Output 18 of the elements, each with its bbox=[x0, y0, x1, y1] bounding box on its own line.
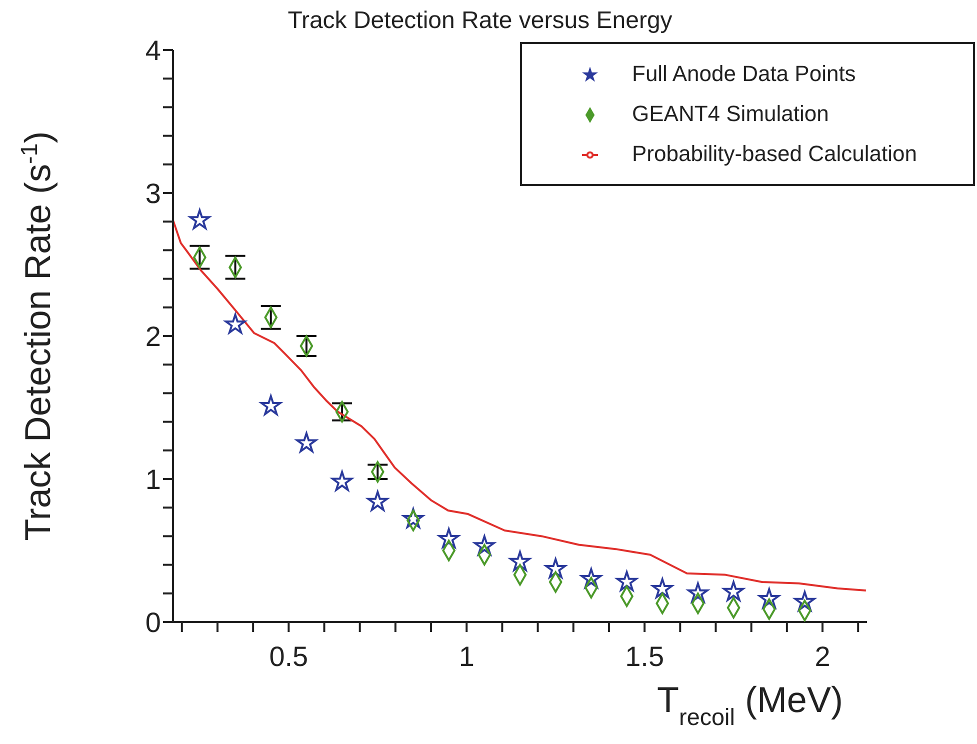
y-tick-label: 0 bbox=[145, 606, 161, 638]
point bbox=[189, 209, 210, 230]
y-tick-label: 3 bbox=[145, 178, 161, 209]
x-tick-label: 2 bbox=[814, 640, 830, 672]
x-tick-label: 1 bbox=[458, 640, 474, 672]
y-tick-label: 1 bbox=[145, 464, 161, 495]
legend-label: Full Anode Data Points bbox=[632, 61, 856, 86]
x-tick-label: 1.5 bbox=[625, 640, 664, 672]
x-tick-label: 0.5 bbox=[269, 640, 308, 672]
point bbox=[474, 535, 495, 556]
legend-label: GEANT4 Simulation bbox=[632, 101, 829, 126]
legend-label: Probability-based Calculation bbox=[632, 141, 917, 166]
y-tick-label: 2 bbox=[145, 320, 161, 352]
line-series bbox=[173, 219, 867, 592]
chart-title: Track Detection Rate versus Energy bbox=[288, 7, 672, 34]
x-axis-title: T$_{recoil}$ (MeV) bbox=[657, 679, 843, 730]
point bbox=[367, 490, 388, 511]
y-tick-label: 4 bbox=[145, 34, 161, 66]
